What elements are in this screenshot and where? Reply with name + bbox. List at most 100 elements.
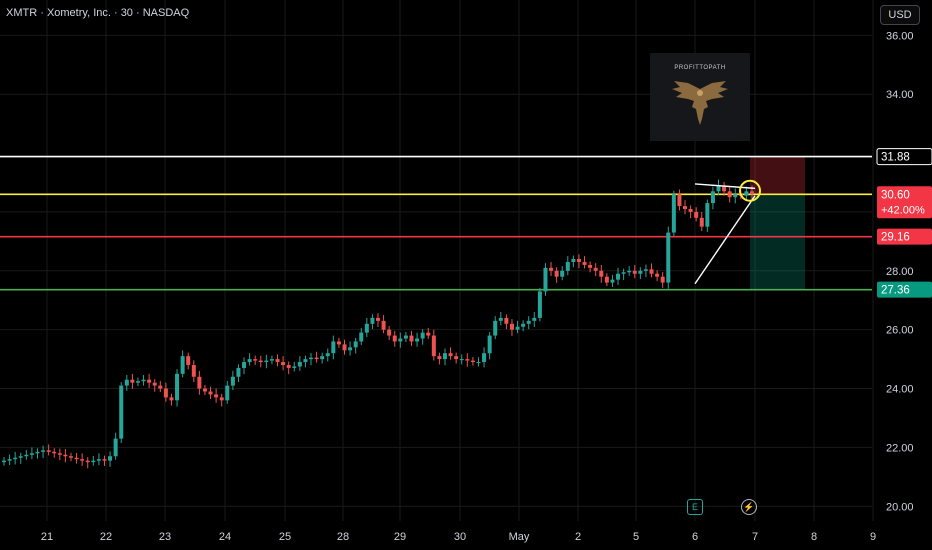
candle-body [253,359,258,361]
candle-body [376,317,380,321]
candle-body [286,364,291,368]
candle-body [744,191,749,196]
candle-body [359,332,364,342]
x-tick-label: 30 [454,531,466,543]
candle-body [699,217,704,227]
current-price-tag [877,186,932,219]
candle-body [124,379,129,386]
candle-body [487,335,492,354]
candle-body [24,454,29,457]
trendlines[interactable] [694,179,761,285]
candle-body [158,385,163,389]
stop-zone [750,156,805,195]
candle-body [442,353,447,360]
y-tick-label: 24.00 [886,384,914,396]
candle-body [660,276,665,283]
candle-body [671,194,676,233]
candle-body [420,332,425,339]
candle-body [627,270,632,273]
candle-body [543,267,548,292]
candle-body [454,356,459,360]
earnings-icon[interactable]: E [687,499,703,515]
candle-body [616,273,621,280]
candle-body [320,356,325,360]
candle-body [638,270,643,274]
candle-body [219,397,224,401]
candle-body [437,356,442,360]
candle-body [448,353,453,357]
candle-body [632,270,637,274]
candle-body [599,270,604,277]
candle-body [722,185,727,192]
candle-body [571,259,576,262]
x-tick-label: 21 [41,531,53,543]
candle-body [68,456,73,458]
x-tick-label: 6 [692,531,698,543]
time-axis[interactable]: 21 22 23 24 25 28 29 30 May 2 5 6 7 8 9 [41,531,876,543]
candle-body [119,385,124,439]
candle-body [29,453,34,455]
support-price-tag [877,281,932,298]
candle-body [470,360,475,363]
candle-body [197,376,202,389]
candle-body [141,379,146,382]
x-tick-label: May [509,531,530,543]
candle-body [247,359,252,363]
candle-body [275,359,280,363]
candle-body [258,360,263,363]
candle-body [52,451,57,454]
y-tick-label: 20.00 [886,501,914,513]
candle-body [175,373,180,401]
candle-body [593,267,598,271]
position-box[interactable] [750,156,805,290]
resistance-price-label: 31.88 [881,152,910,164]
candle-body [482,353,487,363]
candle-body [498,317,503,321]
candle-body [688,208,693,212]
symbol-title[interactable]: XMTR · Xometry, Inc. · 30 · NASDAQ [6,7,190,19]
candle-body [426,332,431,336]
candle-body [186,356,191,365]
candle-body [521,323,526,327]
candle-body [147,379,152,383]
candles [2,179,754,469]
candle-body [509,323,514,330]
candle-body [716,185,721,192]
candle-body [230,376,235,386]
price-labels: 31.88 30.60 +42.00% 29.16 27.36 [876,148,932,298]
x-tick-label: 8 [811,531,817,543]
currency-button[interactable]: USD [880,5,920,25]
candle-body [264,360,269,363]
x-tick-label: 25 [279,531,291,543]
candle-body [180,356,185,374]
candle-body [85,460,90,463]
y-tick-label: 26.00 [886,325,914,337]
candle-body [750,191,754,195]
breakout-circle [739,179,761,202]
resistance-price-tag [876,148,932,166]
candle-body [135,381,140,383]
candle-body [643,269,648,271]
candle-body [459,359,464,361]
candle-body [387,329,392,336]
candle-body [102,459,107,461]
candle-body [733,194,738,198]
dividend-icon[interactable]: ⚡ [741,499,757,515]
candle-body [113,438,118,457]
candle-body [677,194,682,207]
candle-body [152,382,157,386]
candle-body [392,335,397,342]
y-tick-label: 36.00 [886,30,914,42]
lower-trendline [694,195,756,285]
candle-body [303,359,308,363]
candle-body [560,270,565,277]
x-tick-label: 24 [219,531,231,543]
change-percent-label: +42.00% [881,204,925,216]
candle-body [309,357,314,360]
stop-price-label: 29.16 [881,232,910,244]
candle-body [163,388,168,398]
candle-body [80,459,85,461]
candle-body [269,359,274,361]
